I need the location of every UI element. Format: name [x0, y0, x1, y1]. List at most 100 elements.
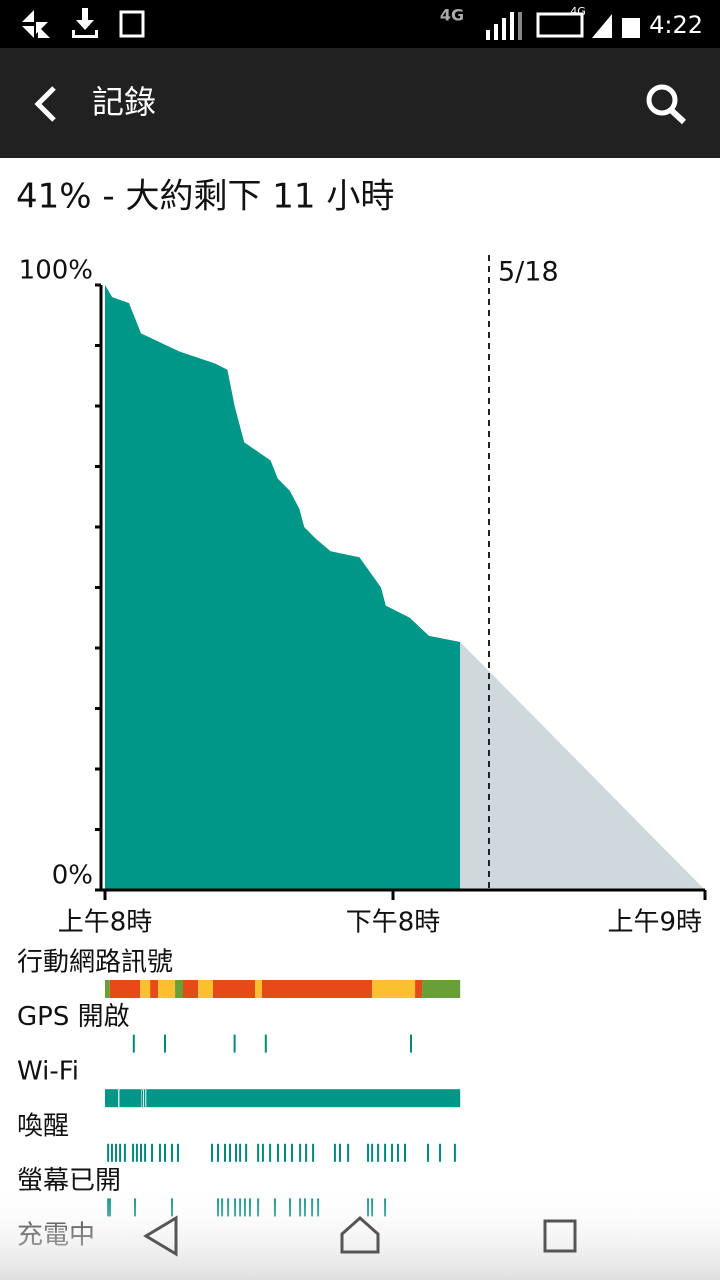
activity-event [269, 1143, 272, 1162]
clock: 4:22 [649, 11, 703, 39]
signal-bar [486, 30, 490, 40]
signal-bar [510, 12, 514, 40]
activity-event [384, 1143, 387, 1162]
activity-event [235, 1143, 238, 1162]
x-tick-label: 下午8時 [346, 908, 441, 938]
search-icon [668, 107, 687, 125]
date-marker-label: 5/18 [498, 257, 559, 288]
battery-area [105, 285, 461, 890]
activity-segment [415, 980, 423, 998]
activity-label: 行動網路訊號 [17, 948, 173, 978]
activity-label: Wi-Fi [17, 1057, 79, 1087]
activity-event [170, 1143, 173, 1162]
activity-event [151, 1143, 154, 1162]
signal-bar [494, 24, 498, 40]
activity-event [371, 1143, 374, 1162]
activity-segment [150, 980, 159, 998]
activity-segment [158, 980, 176, 998]
activity-event [333, 1143, 336, 1162]
app-bar [0, 48, 720, 158]
activity-event [277, 1143, 280, 1162]
status-icons [22, 8, 640, 40]
activity-event [377, 1143, 380, 1162]
activity-event [119, 1143, 122, 1162]
activity-event [338, 1143, 341, 1162]
signal-bar [502, 18, 506, 40]
activity-label: GPS 開啟 [17, 1002, 130, 1032]
y-tick-label: 100% [19, 256, 93, 286]
nav-bar [0, 1185, 720, 1280]
activity-event [229, 1143, 232, 1162]
activity-segment [372, 980, 416, 998]
nav-recents[interactable] [543, 1219, 577, 1253]
activity-segment [119, 1089, 141, 1108]
activity-event [233, 1034, 236, 1053]
battery-icon [536, 12, 584, 38]
activity-segment [255, 980, 262, 998]
activity-event [132, 1034, 135, 1053]
activity-event [312, 1143, 315, 1162]
activity-segment [175, 980, 183, 998]
battery-icon [622, 18, 640, 38]
notification-icon [22, 10, 50, 38]
activity-event [397, 1143, 400, 1162]
activity-event [439, 1143, 442, 1162]
x-tick-label: 上午9時 [607, 908, 702, 938]
activity-event [140, 1143, 142, 1162]
activity-event [261, 1143, 264, 1162]
activity-event [217, 1143, 220, 1162]
activity-event [347, 1143, 350, 1162]
signal-bar [518, 12, 522, 40]
activity-event [135, 1143, 138, 1162]
activity-event [176, 1143, 179, 1162]
activity-event [115, 1143, 118, 1162]
activity-event [453, 1143, 456, 1162]
signal-icon [592, 14, 612, 38]
activity-event [239, 1143, 242, 1162]
nav-back[interactable] [143, 1215, 178, 1257]
activity-event [410, 1034, 412, 1053]
nav-home[interactable] [340, 1215, 380, 1254]
activity-segment [146, 1089, 461, 1108]
activity-segment [141, 1089, 143, 1108]
activity-event [211, 1143, 214, 1162]
activity-event [290, 1143, 293, 1162]
activity-event [245, 1143, 248, 1162]
y-tick-label: 0% [52, 861, 93, 891]
network-type: 4G [570, 5, 586, 18]
activity-event [144, 1143, 147, 1162]
image-icon [119, 10, 145, 38]
activity-segment [213, 980, 255, 998]
activity-event [257, 1143, 260, 1162]
activity-event [110, 1143, 113, 1162]
search-icon [646, 84, 678, 116]
back-button[interactable] [34, 86, 56, 122]
activity-event [107, 1143, 110, 1162]
activity-event [224, 1143, 226, 1162]
activity-event [367, 1143, 370, 1162]
activity-segment [143, 1089, 146, 1108]
activity-segment [261, 980, 373, 998]
activity-segment [140, 980, 151, 998]
activity-segment [422, 980, 461, 998]
activity-event [123, 1143, 126, 1162]
activity-segment [105, 980, 110, 998]
activity-label: 喚醒 [17, 1111, 69, 1141]
activity-event [427, 1143, 430, 1162]
activity-event [132, 1143, 135, 1162]
network-type: 4G [440, 6, 464, 25]
summary: 41% - 大約剩下 11 小時 [16, 177, 394, 217]
activity-event [264, 1034, 267, 1053]
x-tick-label: 上午8時 [58, 908, 153, 938]
activity-event [391, 1143, 394, 1162]
activity-segment [109, 980, 141, 998]
activity-event [284, 1143, 286, 1162]
activity-event [158, 1143, 161, 1162]
activity-event [164, 1034, 166, 1053]
search-button[interactable] [646, 84, 687, 125]
activity-segment [183, 980, 199, 998]
app-title: 記錄 [92, 83, 156, 121]
